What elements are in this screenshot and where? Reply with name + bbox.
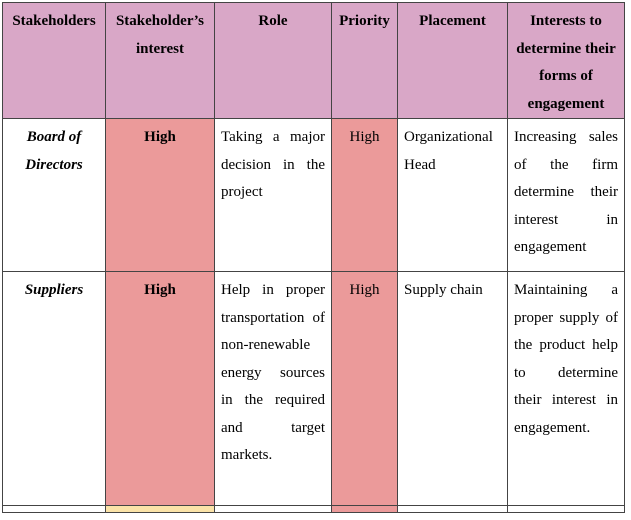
engagement-cell: Increasing sales of the firm determine t… [507, 118, 625, 272]
priority-cell: High [331, 118, 398, 272]
stub-cell [397, 505, 508, 513]
stub-cell-priority [331, 505, 398, 513]
stakeholder-cell: Suppliers [2, 271, 106, 506]
interest-cell: High [105, 271, 215, 506]
header-stakeholder-interest: Stakeholder’s interest [105, 2, 215, 119]
role-cell: Help in proper transportation of non-ren… [214, 271, 332, 506]
header-stakeholders: Stakeholders [2, 2, 106, 119]
stakeholder-table: Stakeholders Stakeholder’s interest Role… [2, 2, 625, 513]
placement-cell: Organizational Head [397, 118, 508, 272]
header-priority: Priority [331, 2, 398, 119]
engagement-cell: Maintaining a proper supply of the produ… [507, 271, 625, 506]
header-engagement-interests: Interests to determine their forms of en… [507, 2, 625, 119]
stub-cell [507, 505, 625, 513]
placement-cell: Supply chain [397, 271, 508, 506]
table-row: Suppliers High Help in proper transporta… [2, 271, 625, 506]
header-role: Role [214, 2, 332, 119]
table-row-partial [2, 505, 625, 513]
table-header-row: Stakeholders Stakeholder’s interest Role… [2, 2, 625, 119]
role-cell: Taking a major decision in the project [214, 118, 332, 272]
stub-cell [2, 505, 106, 513]
stub-cell [214, 505, 332, 513]
interest-cell: High [105, 118, 215, 272]
stakeholder-cell: Board of Directors [2, 118, 106, 272]
header-placement: Placement [397, 2, 508, 119]
stub-cell-interest [105, 505, 215, 513]
table-row: Board of Directors High Taking a major d… [2, 118, 625, 272]
priority-cell: High [331, 271, 398, 506]
